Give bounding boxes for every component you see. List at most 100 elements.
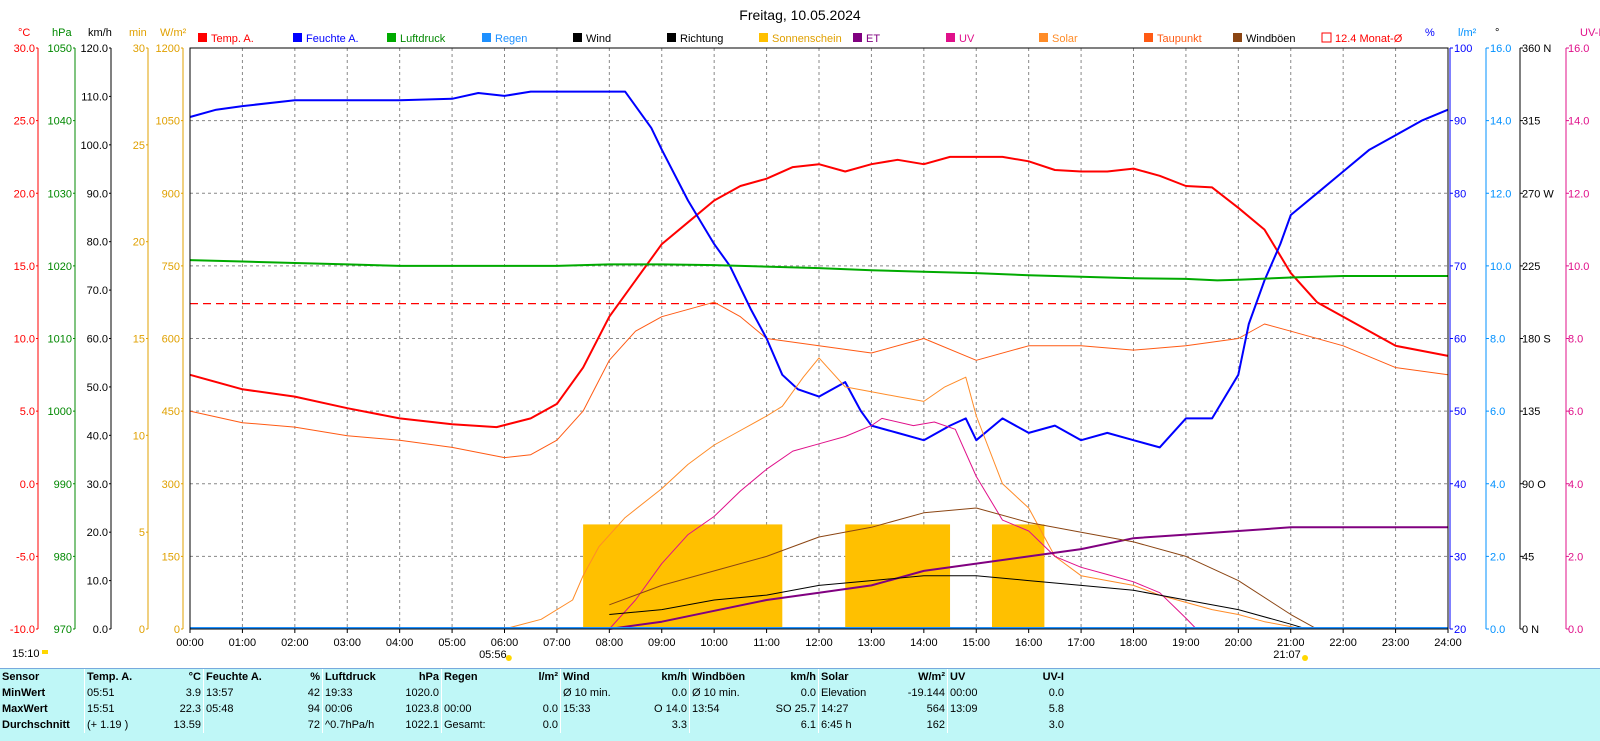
x-tick-label: 10:00 bbox=[700, 637, 728, 649]
tick-label-wind: 40.0 bbox=[87, 430, 108, 442]
tick-label-temp: 5.0 bbox=[20, 406, 35, 418]
stats-cell: 05:51 bbox=[84, 685, 159, 701]
stats-cell: 3.3 bbox=[671, 719, 687, 731]
x-tick-label: 18:00 bbox=[1120, 637, 1148, 649]
tick-label-direction: 225 bbox=[1522, 261, 1540, 273]
axis-unit-uv: UV-I bbox=[1580, 27, 1600, 39]
stats-cell: ^0.7hPa/h bbox=[322, 717, 397, 733]
series-taupunkt bbox=[189, 301, 1449, 459]
stats-header-cell: km/h bbox=[661, 671, 687, 683]
stats-cell bbox=[441, 685, 516, 701]
stats-cell: 13.59 bbox=[173, 719, 201, 731]
stats-cell: 19:33 bbox=[322, 685, 397, 701]
stats-row: Durchschnitt (+ 1.19 ) 13.59 72 ^0.7hPa/h 102… bbox=[0, 717, 1066, 733]
tick-label-direction: 180 S bbox=[1522, 334, 1551, 346]
legend-label: ET bbox=[866, 33, 880, 45]
tick-label-wind: 120.0 bbox=[80, 43, 108, 55]
stats-cell: 6.1 bbox=[800, 719, 816, 731]
stats-cell: Elevation bbox=[818, 685, 893, 701]
x-tick-label: 06:00 bbox=[491, 637, 519, 649]
stats-cell: 42 bbox=[307, 687, 320, 699]
tick-label-temp: -10.0 bbox=[10, 624, 35, 636]
legend-swatch bbox=[482, 33, 491, 42]
plot-frame bbox=[189, 47, 1449, 630]
x-tick-label: 14:00 bbox=[910, 637, 938, 649]
series-et bbox=[609, 526, 1448, 630]
tick-label-humidity: 40 bbox=[1454, 479, 1466, 491]
tick-label-wind: 100.0 bbox=[80, 140, 108, 152]
axis-unit-solar: W/m² bbox=[160, 27, 187, 39]
tick-label-direction: 315 bbox=[1522, 116, 1540, 128]
tick-label-pressure: 1030 bbox=[48, 188, 72, 200]
stats-cell: MaxWert bbox=[2, 703, 48, 715]
legend-swatch bbox=[1233, 33, 1242, 42]
weather-chart: Freitag, 10.05.2024 Temp. A. Feuchte A. Lu… bbox=[9, 7, 1600, 661]
tick-label-pressure: 1000 bbox=[48, 406, 72, 418]
stats-cell: SO 25.7 bbox=[775, 703, 816, 715]
stats-cell: Durchschnitt bbox=[2, 719, 70, 731]
x-tick-label: 20:00 bbox=[1225, 637, 1253, 649]
tick-label-wind: 60.0 bbox=[87, 334, 108, 346]
x-tick-label: 19:00 bbox=[1172, 637, 1200, 649]
tick-label-humidity: 80 bbox=[1454, 188, 1466, 200]
stats-header-cell: l/m² bbox=[538, 671, 558, 683]
stats-cell: 1022.1 bbox=[405, 719, 439, 731]
legend-swatch bbox=[198, 33, 207, 42]
axis-unit-minutes: min bbox=[129, 27, 147, 39]
tick-label-minutes: 15 bbox=[133, 334, 145, 346]
stats-header-row: Sensor Temp. A. °C Feuchte A.% Luftdruck hPa R… bbox=[0, 669, 1066, 685]
x-tick-label: 09:00 bbox=[648, 637, 676, 649]
x-tick-label: 11:00 bbox=[753, 637, 780, 649]
legend-label: Richtung bbox=[680, 33, 723, 45]
x-tick-label: 01:00 bbox=[229, 637, 257, 649]
legend-label: Temp. A. bbox=[211, 33, 254, 45]
legend-label: UV bbox=[959, 33, 975, 45]
stats-row: MinWert 05:51 3.9 13:57 42 19:33 1020.0 Ø 10 mi… bbox=[0, 685, 1066, 701]
tick-label-solar: 600 bbox=[162, 334, 180, 346]
tick-label-wind: 80.0 bbox=[87, 237, 108, 249]
x-tick-label: 07:00 bbox=[543, 637, 571, 649]
tick-label-pressure: 1020 bbox=[48, 261, 72, 273]
stats-cell: 564 bbox=[926, 703, 945, 715]
tick-label-pressure: 970 bbox=[54, 624, 72, 636]
x-tick-label: 17:00 bbox=[1067, 637, 1095, 649]
legend-swatch bbox=[293, 33, 302, 42]
x-tick-label: 04:00 bbox=[386, 637, 414, 649]
tick-label-wind: 20.0 bbox=[87, 527, 108, 539]
stats-cell: 0.0 bbox=[542, 703, 558, 715]
stats-header-cell: Temp. A. bbox=[84, 669, 159, 685]
tick-label-direction: 360 N bbox=[1522, 43, 1551, 55]
tick-label-direction: 270 W bbox=[1522, 188, 1554, 200]
stats-cell: 3.0 bbox=[1048, 719, 1064, 731]
tick-label-solar: 1200 bbox=[156, 43, 180, 55]
x-tick-label: 03:00 bbox=[333, 637, 361, 649]
tick-label-humidity: 100 bbox=[1454, 43, 1472, 55]
tick-label-direction: 0 N bbox=[1522, 624, 1539, 636]
tick-label-pressure: 1040 bbox=[48, 116, 72, 128]
legend-label: Solar bbox=[1052, 33, 1078, 45]
tick-label-temp: 10.0 bbox=[14, 334, 35, 346]
axis-unit-rain: l/m² bbox=[1458, 27, 1477, 39]
x-tick-label: 02:00 bbox=[281, 637, 309, 649]
tick-label-uv: 6.0 bbox=[1568, 406, 1583, 418]
stats-cell: 15:33 bbox=[560, 701, 635, 717]
legend-label: Windböen bbox=[1246, 33, 1296, 45]
axis-unit-wind: km/h bbox=[88, 27, 112, 39]
tick-label-humidity: 70 bbox=[1454, 261, 1466, 273]
x-tick-label: 22:00 bbox=[1329, 637, 1357, 649]
series-luftdruck bbox=[189, 259, 1448, 282]
x-tick-label: 21:00 bbox=[1277, 637, 1305, 649]
tick-label-wind: 110.0 bbox=[81, 91, 108, 103]
tick-label-humidity: 90 bbox=[1454, 116, 1466, 128]
legend-swatch bbox=[759, 33, 768, 42]
tick-label-temp: 0.0 bbox=[20, 479, 35, 491]
stats-row: MaxWert 15:51 22.3 05:48 94 00:06 1023.8 00:00 0… bbox=[0, 701, 1066, 717]
tick-label-pressure: 990 bbox=[54, 479, 72, 491]
stats-cell bbox=[516, 685, 561, 701]
legend-label: Regen bbox=[495, 33, 527, 45]
axis-unit-direction: ° bbox=[1495, 27, 1499, 39]
stats-cell: 3.9 bbox=[185, 687, 201, 699]
tick-label-temp: 20.0 bbox=[14, 188, 35, 200]
tick-label-solar: 300 bbox=[162, 479, 180, 491]
tick-label-humidity: 30 bbox=[1454, 551, 1466, 563]
